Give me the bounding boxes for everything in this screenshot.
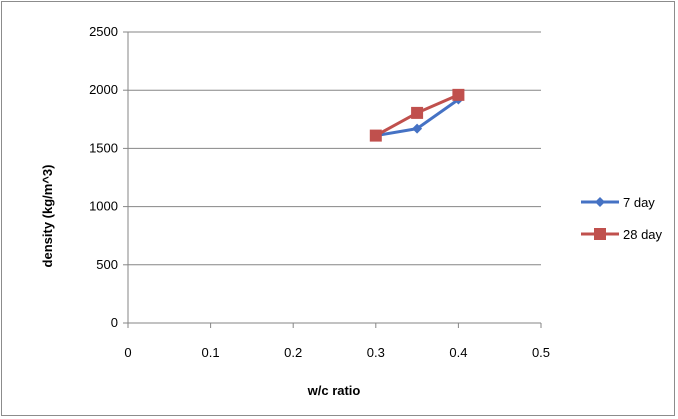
legend-label-1: 28 day — [623, 227, 663, 242]
x-tick-label-0.3: 0.3 — [367, 345, 385, 360]
data-point-series0-1 — [412, 123, 423, 134]
plot-series — [369, 88, 465, 142]
legend-marker-0 — [595, 197, 605, 207]
data-point-series1-0 — [369, 129, 382, 142]
x-tick-label-0.2: 0.2 — [284, 345, 302, 360]
x-tick-label-0.5: 0.5 — [532, 345, 550, 360]
axes — [123, 31, 542, 328]
x-axis-title: w/c ratio — [307, 383, 361, 398]
y-tick-label-1500: 1500 — [89, 140, 118, 155]
x-tick-label-0: 0 — [124, 345, 131, 360]
legend-marker-1 — [594, 228, 606, 240]
y-tick-labels: 0 500 1000 1500 2000 2500 — [89, 24, 118, 330]
y-tick-label-2500: 2500 — [89, 24, 118, 39]
y-tick-label-0: 0 — [111, 315, 118, 330]
gridlines — [128, 31, 541, 266]
legend-label-0: 7 day — [623, 195, 655, 210]
y-tick-label-1000: 1000 — [89, 199, 118, 214]
y-tick-label-500: 500 — [96, 257, 118, 272]
legend: 7 day 28 day — [581, 195, 663, 242]
y-axis-title: density (kg/m^3) — [40, 165, 55, 268]
x-tick-label-0.4: 0.4 — [449, 345, 467, 360]
x-tick-label-0.1: 0.1 — [202, 345, 220, 360]
data-point-series1-1 — [411, 106, 424, 119]
y-tick-label-2000: 2000 — [89, 82, 118, 97]
data-point-series1-2 — [452, 88, 465, 101]
x-tick-labels: 0 0.1 0.2 0.3 0.4 0.5 — [124, 345, 550, 360]
